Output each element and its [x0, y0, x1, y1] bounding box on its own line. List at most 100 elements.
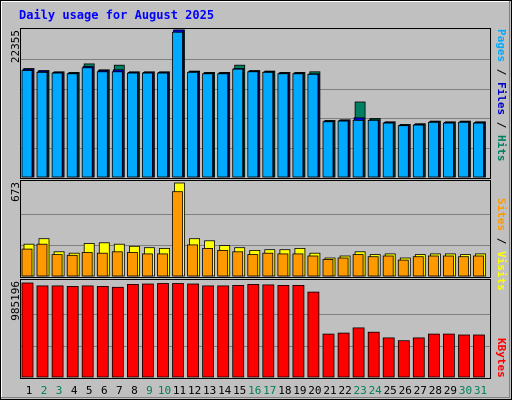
bar-sites-day-24: [367, 256, 379, 277]
bar-sites-day-5: [81, 252, 93, 277]
bar-kbytes-day-9: [141, 283, 154, 378]
bar-sites-day-22: [337, 257, 349, 277]
bar-kbytes-day-14: [217, 285, 230, 378]
bar-sites-day-20: [307, 255, 319, 277]
bar-pages-day-3: [51, 72, 63, 178]
bar-sites-day-31: [473, 255, 484, 277]
visits-ymax-label: 673: [9, 182, 22, 202]
bar-sites-day-16: [247, 254, 259, 277]
bar-sites-day-27: [412, 256, 424, 277]
bar-sites-day-11: [172, 191, 183, 277]
bar-kbytes-day-8: [127, 283, 139, 378]
kbytes-ymax-label: 985196: [9, 281, 22, 321]
bar-kbytes-day-23: [352, 327, 365, 378]
bar-pages-day-25: [382, 122, 394, 178]
bar-sites-day-10: [157, 253, 168, 277]
bar-sites-day-14: [217, 249, 229, 277]
bar-kbytes-day-16: [247, 283, 260, 378]
day-label: 16: [248, 384, 261, 397]
bar-kbytes-day-4: [66, 285, 79, 378]
bar-sites-day-2: [36, 243, 48, 277]
bar-pages-day-27: [412, 124, 424, 178]
bar-sites-day-13: [202, 247, 214, 277]
bar-sites-day-25: [382, 255, 394, 277]
bar-pages-day-31: [473, 122, 484, 178]
bar-pages-day-15: [232, 68, 244, 178]
day-label: 13: [203, 384, 216, 397]
day-label: 21: [323, 384, 336, 397]
day-label: 22: [338, 384, 351, 397]
day-label: 8: [131, 384, 138, 397]
bar-sites-day-18: [277, 253, 289, 277]
kbytes-panel: 985196 KBytes: [9, 279, 508, 379]
bar-pages-day-29: [442, 122, 454, 178]
visits-legend: Sites / Visits: [495, 198, 508, 291]
legend-sep-3: /: [495, 238, 508, 245]
day-label: 2: [41, 384, 48, 397]
legend-sites: Sites: [495, 198, 508, 231]
day-label: 9: [146, 384, 153, 397]
bar-kbytes-day-15: [232, 284, 245, 378]
bar-sites-day-4: [66, 254, 78, 277]
bar-pages-day-11: [172, 31, 183, 178]
bar-kbytes-day-18: [277, 284, 290, 378]
bar-kbytes-day-25: [382, 337, 395, 378]
hits-ymax-label: 22355: [9, 30, 22, 63]
bar-pages-day-23: [352, 120, 364, 178]
bar-sites-day-9: [141, 253, 153, 277]
day-label: 25: [384, 384, 397, 397]
bar-pages-day-2: [36, 72, 48, 178]
bar-sites-day-7: [111, 251, 123, 277]
day-label: 31: [474, 384, 487, 397]
visits-panel: 673 Sites / Visits: [9, 180, 508, 291]
bar-pages-day-16: [247, 71, 259, 178]
day-label: 19: [293, 384, 306, 397]
day-label: 6: [101, 384, 108, 397]
bar-kbytes-day-26: [397, 340, 410, 378]
hits-panel: 22355 Pages / Files / Hits: [9, 28, 508, 179]
bar-sites-day-23: [352, 254, 364, 277]
bar-sites-day-21: [322, 258, 334, 277]
bar-pages-day-5: [81, 67, 93, 178]
bar-kbytes-day-21: [322, 333, 335, 378]
bar-sites-day-12: [187, 244, 199, 277]
legend-files: Files: [495, 82, 508, 115]
bar-pages-day-14: [217, 73, 229, 178]
day-label: 14: [218, 384, 232, 397]
bar-kbytes-day-22: [337, 332, 350, 378]
bar-kbytes-day-7: [111, 286, 124, 378]
bar-sites-day-29: [442, 255, 454, 277]
kbytes-legend: KBytes: [495, 338, 508, 378]
bar-pages-day-10: [157, 72, 168, 178]
day-label: 29: [444, 384, 457, 397]
day-label: 10: [158, 384, 171, 397]
bar-pages-day-24: [367, 120, 379, 178]
bar-pages-day-30: [458, 122, 469, 178]
legend-hits: Hits: [495, 135, 508, 162]
day-label: 12: [188, 384, 201, 397]
bar-kbytes-day-30: [458, 334, 470, 378]
day-label: 28: [429, 384, 442, 397]
hits-bars: [21, 29, 486, 178]
bar-pages-day-26: [397, 125, 409, 178]
day-label: 23: [353, 384, 366, 397]
bar-pages-day-7: [111, 71, 123, 178]
bar-kbytes-day-3: [51, 285, 64, 378]
day-label: 3: [56, 384, 63, 397]
legend-sep-2: /: [495, 122, 508, 129]
bar-kbytes-day-28: [427, 333, 440, 378]
bar-pages-day-28: [427, 122, 439, 178]
chart-title: Daily usage for August 2025: [19, 8, 214, 22]
bar-kbytes-day-10: [157, 283, 169, 378]
bar-pages-day-4: [66, 73, 78, 178]
bar-sites-day-8: [127, 252, 138, 277]
bar-kbytes-day-6: [96, 285, 109, 378]
bar-pages-day-18: [277, 73, 289, 178]
day-label: 5: [86, 384, 93, 397]
legend-pages: Pages: [495, 29, 508, 62]
bar-kbytes-day-12: [187, 283, 200, 378]
bar-sites-day-26: [397, 259, 409, 277]
day-label: 24: [369, 384, 383, 397]
day-label: 27: [414, 384, 427, 397]
